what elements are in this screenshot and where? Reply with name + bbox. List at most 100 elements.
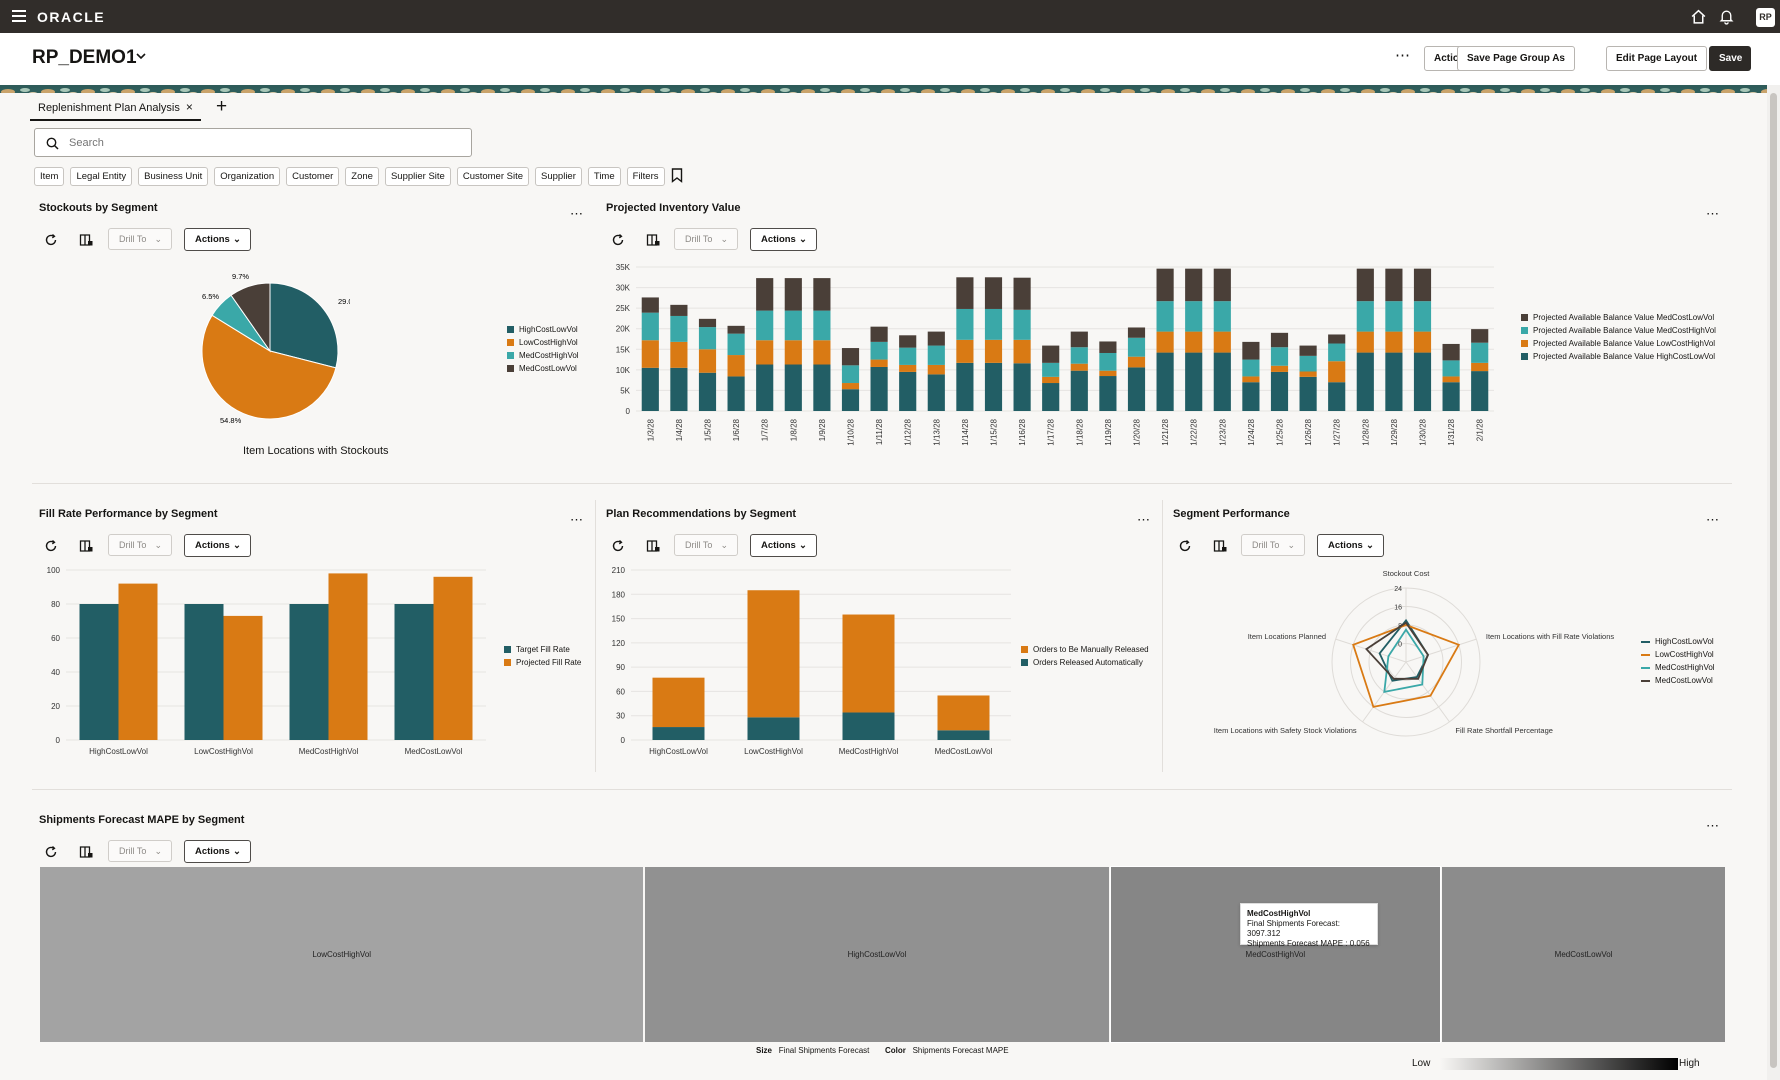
legend-item[interactable]: HighCostLowVol xyxy=(507,323,579,336)
legend-item[interactable]: HighCostLowVol xyxy=(1641,635,1715,648)
tab-replenishment-plan-analysis[interactable]: Replenishment Plan Analysis × xyxy=(30,97,201,121)
legend-swatch xyxy=(507,365,514,372)
bar-segment xyxy=(1127,367,1146,411)
legend-item[interactable]: Projected Fill Rate xyxy=(504,656,581,669)
legend-item[interactable]: MedCostHighVol xyxy=(507,349,579,362)
bar-segment xyxy=(1127,356,1146,368)
bar-segment xyxy=(1413,268,1432,302)
drill-to-dropdown[interactable]: Drill To ⌄ xyxy=(108,228,172,250)
refresh-icon[interactable] xyxy=(610,538,626,554)
legend-item[interactable]: Projected Available Balance Value LowCos… xyxy=(1521,337,1716,350)
filter-supplier[interactable]: Supplier xyxy=(535,167,582,186)
close-tab-icon[interactable]: × xyxy=(185,100,193,114)
search-box[interactable] xyxy=(34,128,472,157)
view-data-icon[interactable] xyxy=(78,844,94,860)
bar-segment xyxy=(756,364,774,411)
actions-menu-button[interactable]: Actions ⌄ xyxy=(1317,534,1384,557)
actions-menu-button[interactable]: Actions ⌄ xyxy=(750,228,817,251)
hamburger-menu-icon[interactable] xyxy=(12,10,26,22)
treemap-cell[interactable]: MedCostLowVol xyxy=(1442,867,1725,1042)
drill-to-dropdown[interactable]: Drill To ⌄ xyxy=(674,534,738,556)
chevron-down-icon: ⌄ xyxy=(154,234,162,244)
bar-segment xyxy=(756,310,774,341)
bar-segment xyxy=(1328,343,1346,362)
drill-to-dropdown[interactable]: Drill To ⌄ xyxy=(108,534,172,556)
view-data-icon[interactable] xyxy=(78,232,94,248)
save-button[interactable]: Save xyxy=(1709,46,1751,71)
plan-more-icon[interactable]: ⋯ xyxy=(1137,512,1151,527)
filter-business-unit[interactable]: Business Unit xyxy=(138,167,209,186)
legend-swatch xyxy=(1521,353,1528,360)
filter-legal-entity[interactable]: Legal Entity xyxy=(70,167,133,186)
treemap-cell[interactable]: MedCostHighVol xyxy=(1109,866,1442,1043)
legend-item[interactable]: Projected Available Balance Value MedCos… xyxy=(1521,324,1716,337)
filter-customer-site[interactable]: Customer Site xyxy=(456,167,530,186)
filter-filters[interactable]: Filters xyxy=(626,167,665,186)
save-page-group-as-button[interactable]: Save Page Group As xyxy=(1457,46,1575,71)
view-data-icon[interactable] xyxy=(78,538,94,554)
filter-time[interactable]: Time xyxy=(587,167,621,186)
refresh-icon[interactable] xyxy=(610,232,626,248)
bookmark-icon[interactable] xyxy=(671,168,683,183)
refresh-icon[interactable] xyxy=(43,538,59,554)
user-avatar[interactable]: RP xyxy=(1756,8,1775,27)
scrollbar-thumb[interactable] xyxy=(1770,93,1777,1068)
legend-item[interactable]: LowCostHighVol xyxy=(507,336,579,349)
actions-menu-button[interactable]: Actions ⌄ xyxy=(184,228,251,251)
edit-page-layout-button[interactable]: Edit Page Layout xyxy=(1606,46,1708,71)
actions-menu-button[interactable]: Actions ⌄ xyxy=(750,534,817,557)
bar-segment xyxy=(1213,331,1231,353)
view-data-icon[interactable] xyxy=(645,232,661,248)
legend-item[interactable]: MedCostLowVol xyxy=(507,362,579,375)
legend-item[interactable]: MedCostHighVol xyxy=(1641,661,1715,674)
legend-item[interactable]: Projected Available Balance Value MedCos… xyxy=(1521,311,1716,324)
actions-menu-button[interactable]: Actions ⌄ xyxy=(184,840,251,863)
filter-customer[interactable]: Customer xyxy=(286,167,340,186)
legend-item[interactable]: Target Fill Rate xyxy=(504,643,581,656)
drill-to-dropdown[interactable]: Drill To ⌄ xyxy=(1241,534,1305,556)
drill-to-dropdown[interactable]: Drill To ⌄ xyxy=(674,228,738,250)
chevron-down-icon: ⌄ xyxy=(799,234,807,245)
refresh-icon[interactable] xyxy=(43,844,59,860)
view-data-icon[interactable] xyxy=(1212,538,1228,554)
filter-item[interactable]: Item xyxy=(34,167,65,186)
piv-more-icon[interactable]: ⋯ xyxy=(1706,206,1720,221)
drill-to-dropdown[interactable]: Drill To ⌄ xyxy=(108,840,172,862)
actions-menu-button[interactable]: Actions ⌄ xyxy=(184,534,251,557)
x-tick-label: 1/28/28 xyxy=(1361,418,1370,445)
add-tab-icon[interactable]: + xyxy=(216,96,228,117)
legend-item[interactable]: Orders to Be Manually Released xyxy=(1021,643,1149,656)
piv-panel-title: Projected Inventory Value xyxy=(606,202,741,214)
legend-item[interactable]: Projected Available Balance Value HighCo… xyxy=(1521,350,1716,363)
treemap-cell[interactable]: LowCostHighVol xyxy=(40,867,644,1042)
y-tick-label: 120 xyxy=(612,639,626,648)
search-input[interactable] xyxy=(69,135,459,151)
bar-segment xyxy=(1242,382,1260,411)
y-tick-label: 150 xyxy=(612,615,626,624)
chevron-down-icon[interactable] xyxy=(136,52,146,60)
bar-segment xyxy=(727,325,745,334)
chevron-down-icon: ⌄ xyxy=(233,234,241,245)
bar-segment xyxy=(841,365,860,384)
legend-item[interactable]: LowCostHighVol xyxy=(1641,648,1715,661)
legend-item[interactable]: MedCostLowVol xyxy=(1641,674,1715,687)
fill-more-icon[interactable]: ⋯ xyxy=(570,512,584,527)
filter-supplier-site[interactable]: Supplier Site xyxy=(384,167,451,186)
vertical-scrollbar[interactable] xyxy=(1767,85,1780,1080)
more-options-icon[interactable]: ⋯ xyxy=(1395,47,1411,64)
view-data-icon[interactable] xyxy=(645,538,661,554)
page-title[interactable]: RP_DEMO1 xyxy=(32,47,137,68)
bell-icon[interactable] xyxy=(1718,8,1735,25)
stockouts-more-icon[interactable]: ⋯ xyxy=(570,206,584,221)
home-icon[interactable] xyxy=(1690,8,1707,25)
oracle-logo[interactable]: ORACLE xyxy=(37,9,106,25)
treemap-cell[interactable]: HighCostLowVol xyxy=(645,867,1109,1042)
filter-zone[interactable]: Zone xyxy=(345,167,379,186)
mape-more-icon[interactable]: ⋯ xyxy=(1706,818,1720,833)
filter-organization[interactable]: Organization xyxy=(214,167,281,186)
legend-item[interactable]: Orders Released Automatically xyxy=(1021,656,1149,669)
y-tick-label: 5K xyxy=(620,386,630,395)
refresh-icon[interactable] xyxy=(1177,538,1193,554)
refresh-icon[interactable] xyxy=(43,232,59,248)
segperf-more-icon[interactable]: ⋯ xyxy=(1706,512,1720,527)
